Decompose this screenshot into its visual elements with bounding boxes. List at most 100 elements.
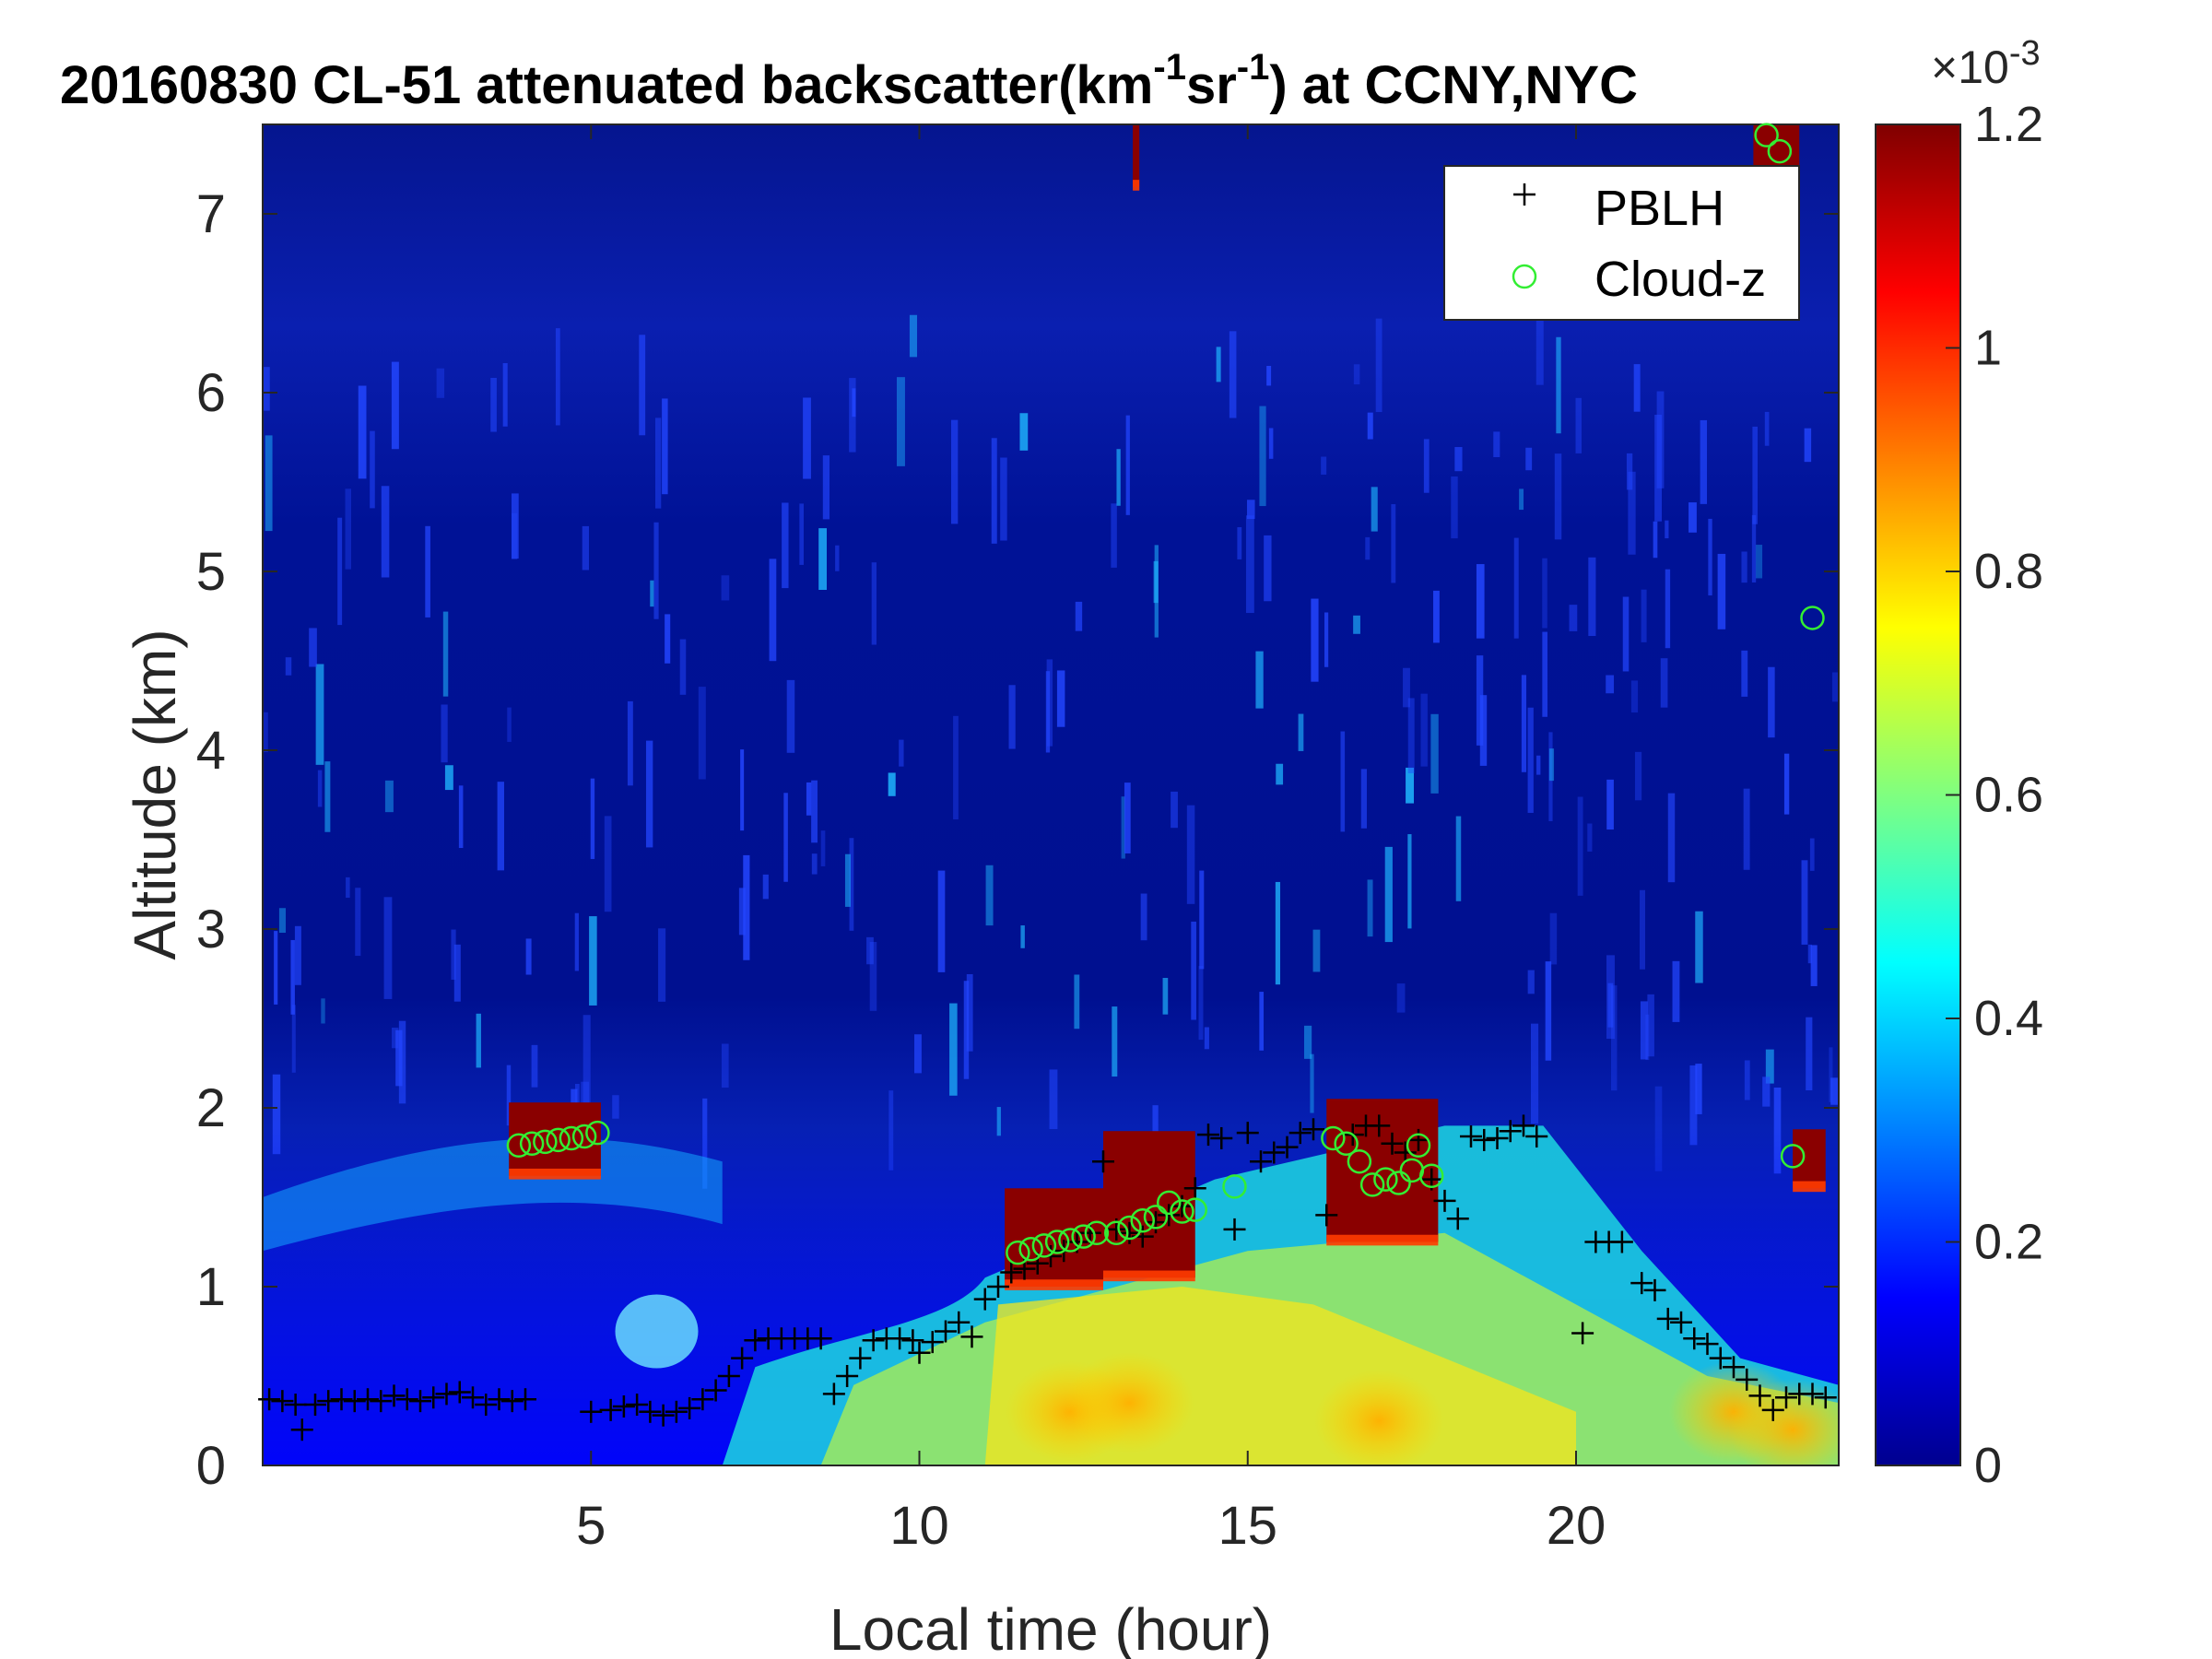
backscatter-streak xyxy=(844,853,851,907)
backscatter-streak xyxy=(1340,731,1346,832)
backscatter-streak xyxy=(1556,336,1561,434)
backscatter-streak xyxy=(1198,965,1204,1041)
backscatter-streak xyxy=(909,314,918,358)
pblh-point xyxy=(849,1347,872,1370)
backscatter-streak xyxy=(818,528,828,590)
pblh-point xyxy=(1394,1141,1417,1164)
colorbar-tick-label: 0.6 xyxy=(1974,768,2043,823)
backscatter-streak xyxy=(525,938,532,975)
backscatter-streak xyxy=(1403,667,1410,708)
backscatter-streak xyxy=(762,874,769,900)
cloud-z-point xyxy=(1419,1163,1444,1188)
cloud-z-point xyxy=(1044,1230,1070,1254)
cloud-z-point xyxy=(1031,1233,1057,1258)
backscatter-streak xyxy=(849,838,854,931)
backscatter-streak xyxy=(1633,364,1641,412)
backscatter-streak xyxy=(1353,364,1360,385)
backscatter-streak xyxy=(1056,670,1065,727)
pblh-point xyxy=(809,1327,832,1350)
backscatter-streak xyxy=(1519,488,1524,511)
aerosol-hotspot xyxy=(1065,1352,1194,1454)
backscatter-streak xyxy=(1660,658,1668,708)
backscatter-streak xyxy=(1667,793,1676,883)
y-axis: 0 1 2 3 4 5 6 7 xyxy=(196,184,1839,1496)
backscatter-streak xyxy=(1809,838,1815,871)
pblh-point xyxy=(960,1325,983,1348)
cloud-patch xyxy=(1326,1099,1439,1242)
backscatter-streak xyxy=(589,916,597,1006)
backscatter-streak xyxy=(1527,970,1535,994)
backscatter-streak xyxy=(769,559,777,662)
cloud-z-point xyxy=(1084,1220,1110,1246)
backscatter-streak xyxy=(392,1027,399,1049)
backscatter-streak xyxy=(1829,1047,1833,1102)
backscatter-streak xyxy=(1640,1001,1648,1060)
pblh-point xyxy=(1197,1124,1219,1147)
backscatter-streak xyxy=(1695,911,1703,983)
colorbar-tick-label: 0.8 xyxy=(1974,544,2043,599)
backscatter-streak xyxy=(1455,816,1462,901)
backscatter-streak xyxy=(1804,428,1812,463)
pblh-point xyxy=(1078,1221,1101,1244)
backscatter-streak xyxy=(1154,545,1159,638)
cloud-z-point xyxy=(1117,1215,1142,1241)
backscatter-streak xyxy=(604,816,612,912)
backscatter-streak xyxy=(1008,685,1016,749)
backscatter-streak xyxy=(1569,605,1578,631)
backscatter-streak xyxy=(1640,889,1646,970)
backscatter-streak xyxy=(1321,456,1327,475)
cloud-z-point xyxy=(559,1125,584,1151)
pblh-point xyxy=(973,1288,996,1311)
backscatter-streak xyxy=(963,981,970,1079)
backscatter-streak xyxy=(1653,521,1658,559)
backscatter-streak xyxy=(1765,1049,1774,1084)
backscatter-streak xyxy=(1622,596,1630,672)
backscatter-streak xyxy=(1000,457,1007,541)
pblh-point xyxy=(448,1381,471,1404)
colorbar-tick-label: 0.2 xyxy=(1974,1215,2043,1270)
backscatter-streak xyxy=(458,785,464,849)
backscatter-streak xyxy=(1700,419,1708,504)
backscatter-streak xyxy=(1191,921,1196,1020)
backscatter-streak xyxy=(1545,961,1552,1061)
backscatter-streak xyxy=(1140,893,1147,941)
pblh-point xyxy=(626,1394,649,1417)
backscatter-streak xyxy=(888,772,896,796)
backscatter-streak xyxy=(476,1013,481,1068)
backscatter-streak xyxy=(1433,590,1440,643)
backscatter-streak xyxy=(263,367,270,411)
cloud-edge xyxy=(1326,1234,1439,1246)
backscatter-streak xyxy=(1672,960,1680,1022)
backscatter-streak xyxy=(291,1005,296,1073)
backscatter-streak xyxy=(497,782,504,871)
pblh-point xyxy=(1709,1347,1732,1370)
backscatter-streak xyxy=(324,761,331,832)
cloud-patch xyxy=(1133,124,1140,187)
pblh-point xyxy=(1460,1125,1482,1148)
title-end: ) at CCNY,NYC xyxy=(1269,55,1638,115)
backscatter-streak xyxy=(896,377,905,466)
x-tick-label: 15 xyxy=(1218,1496,1277,1556)
pblh-point xyxy=(652,1404,675,1427)
pblh-point xyxy=(1315,1204,1338,1227)
backscatter-streak xyxy=(1276,763,1284,785)
pblh-point xyxy=(1223,1218,1246,1241)
pblh-point xyxy=(1610,1230,1633,1253)
backscatter-streak xyxy=(1310,1053,1314,1113)
pblh-point xyxy=(330,1388,353,1411)
backscatter-streak xyxy=(1311,598,1319,682)
cloud-z-point xyxy=(585,1120,610,1146)
backscatter-streak xyxy=(1045,671,1051,753)
backscatter-streak xyxy=(1587,823,1593,852)
pblh-point xyxy=(462,1386,484,1409)
cloud-z-series xyxy=(506,123,1825,1265)
cloud-z-point xyxy=(1780,1144,1806,1169)
backscatter-streak xyxy=(391,361,399,450)
y-tick-label: 5 xyxy=(196,542,226,602)
x-tick-label: 5 xyxy=(576,1496,606,1556)
pblh-point xyxy=(665,1400,688,1423)
residual-layer xyxy=(263,1137,723,1252)
backscatter-streak xyxy=(953,715,959,820)
backscatter-streak xyxy=(1626,453,1633,490)
